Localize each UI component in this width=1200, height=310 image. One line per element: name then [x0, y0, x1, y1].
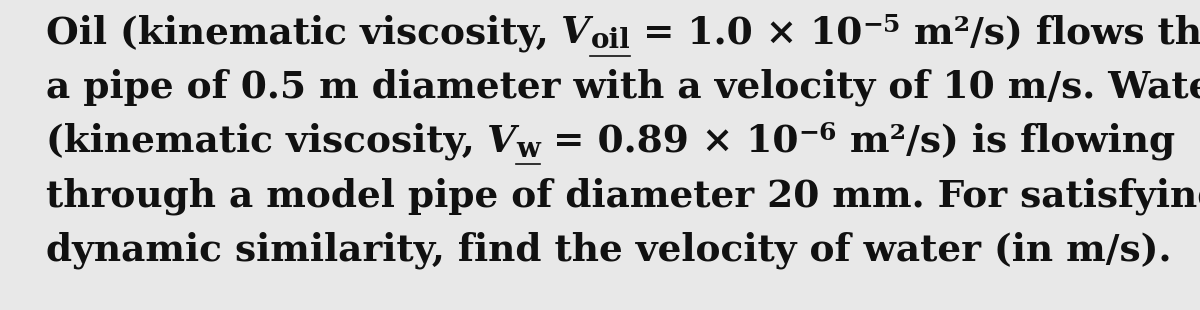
Text: dynamic similarity, find the velocity of water (in m/s).: dynamic similarity, find the velocity of…: [46, 231, 1171, 269]
Text: Oil (kinematic viscosity,: Oil (kinematic viscosity,: [46, 14, 562, 52]
Text: −5: −5: [863, 13, 901, 37]
Text: V: V: [487, 123, 516, 160]
Text: through a model pipe of diameter 20 mm. For satisfying the: through a model pipe of diameter 20 mm. …: [46, 177, 1200, 215]
Text: m²/s) flows through: m²/s) flows through: [901, 14, 1200, 52]
Text: (kinematic viscosity,: (kinematic viscosity,: [46, 123, 487, 160]
Text: V: V: [562, 14, 590, 51]
Text: −6: −6: [799, 121, 838, 145]
Text: = 0.89 × 10: = 0.89 × 10: [540, 123, 799, 160]
Text: w: w: [516, 135, 540, 162]
Text: a pipe of 0.5 m diameter with a velocity of 10 m/s. Water: a pipe of 0.5 m diameter with a velocity…: [46, 69, 1200, 106]
Text: = 1.0 × 10: = 1.0 × 10: [630, 14, 863, 51]
Text: m²/s) is flowing: m²/s) is flowing: [838, 123, 1175, 160]
Text: oil: oil: [590, 27, 630, 54]
